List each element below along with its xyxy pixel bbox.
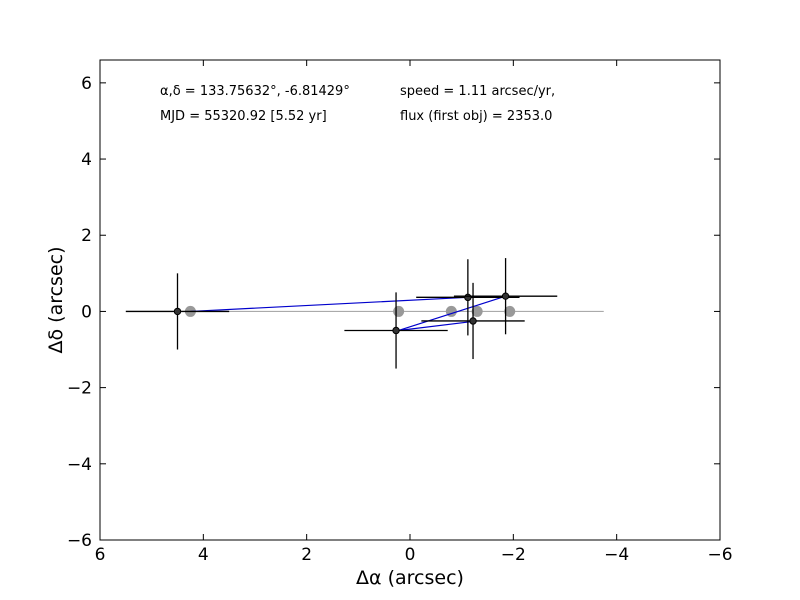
data-point	[501, 292, 510, 300]
annotation-mjd: MJD = 55320.92 [5.52 yr]	[160, 109, 327, 124]
annotation-coordinates: α,δ = 133.75632°, -6.81429°	[160, 84, 350, 99]
x-tick-label: 0	[405, 545, 416, 565]
y-tick-label: 0	[81, 302, 92, 322]
axis-ticks: 6 4 2 0 −2 −4 −6 −6 −4 −2 0 2 4 6	[67, 60, 733, 565]
x-tick-label: 2	[301, 545, 312, 565]
y-tick-label: −6	[67, 531, 92, 551]
data-point	[469, 317, 477, 325]
x-tick-label: 4	[198, 545, 209, 565]
x-tick-label: −6	[707, 545, 732, 565]
y-tick-label: −2	[67, 379, 92, 399]
gray-marker	[504, 305, 516, 317]
x-tick-label: −2	[501, 545, 526, 565]
y-axis-label: Δδ (arcsec)	[45, 246, 67, 353]
gray-marker	[471, 305, 483, 317]
x-tick-label: 6	[95, 545, 106, 565]
plot-content	[125, 258, 604, 369]
x-tick-label: −4	[604, 545, 629, 565]
y-tick-label: 6	[81, 74, 92, 94]
data-point	[173, 307, 182, 316]
annotation-speed: speed = 1.11 arcsec/yr,	[400, 84, 555, 99]
y-tick-label: 4	[81, 150, 92, 170]
data-point	[392, 326, 400, 335]
gray-marker	[393, 305, 405, 317]
x-axis-label: Δα (arcsec)	[356, 567, 464, 589]
y-tick-label: 2	[81, 226, 92, 246]
data-point	[464, 293, 472, 302]
annotation-flux: flux (first obj) = 2353.0	[400, 109, 552, 124]
y-tick-label: −4	[67, 455, 92, 475]
